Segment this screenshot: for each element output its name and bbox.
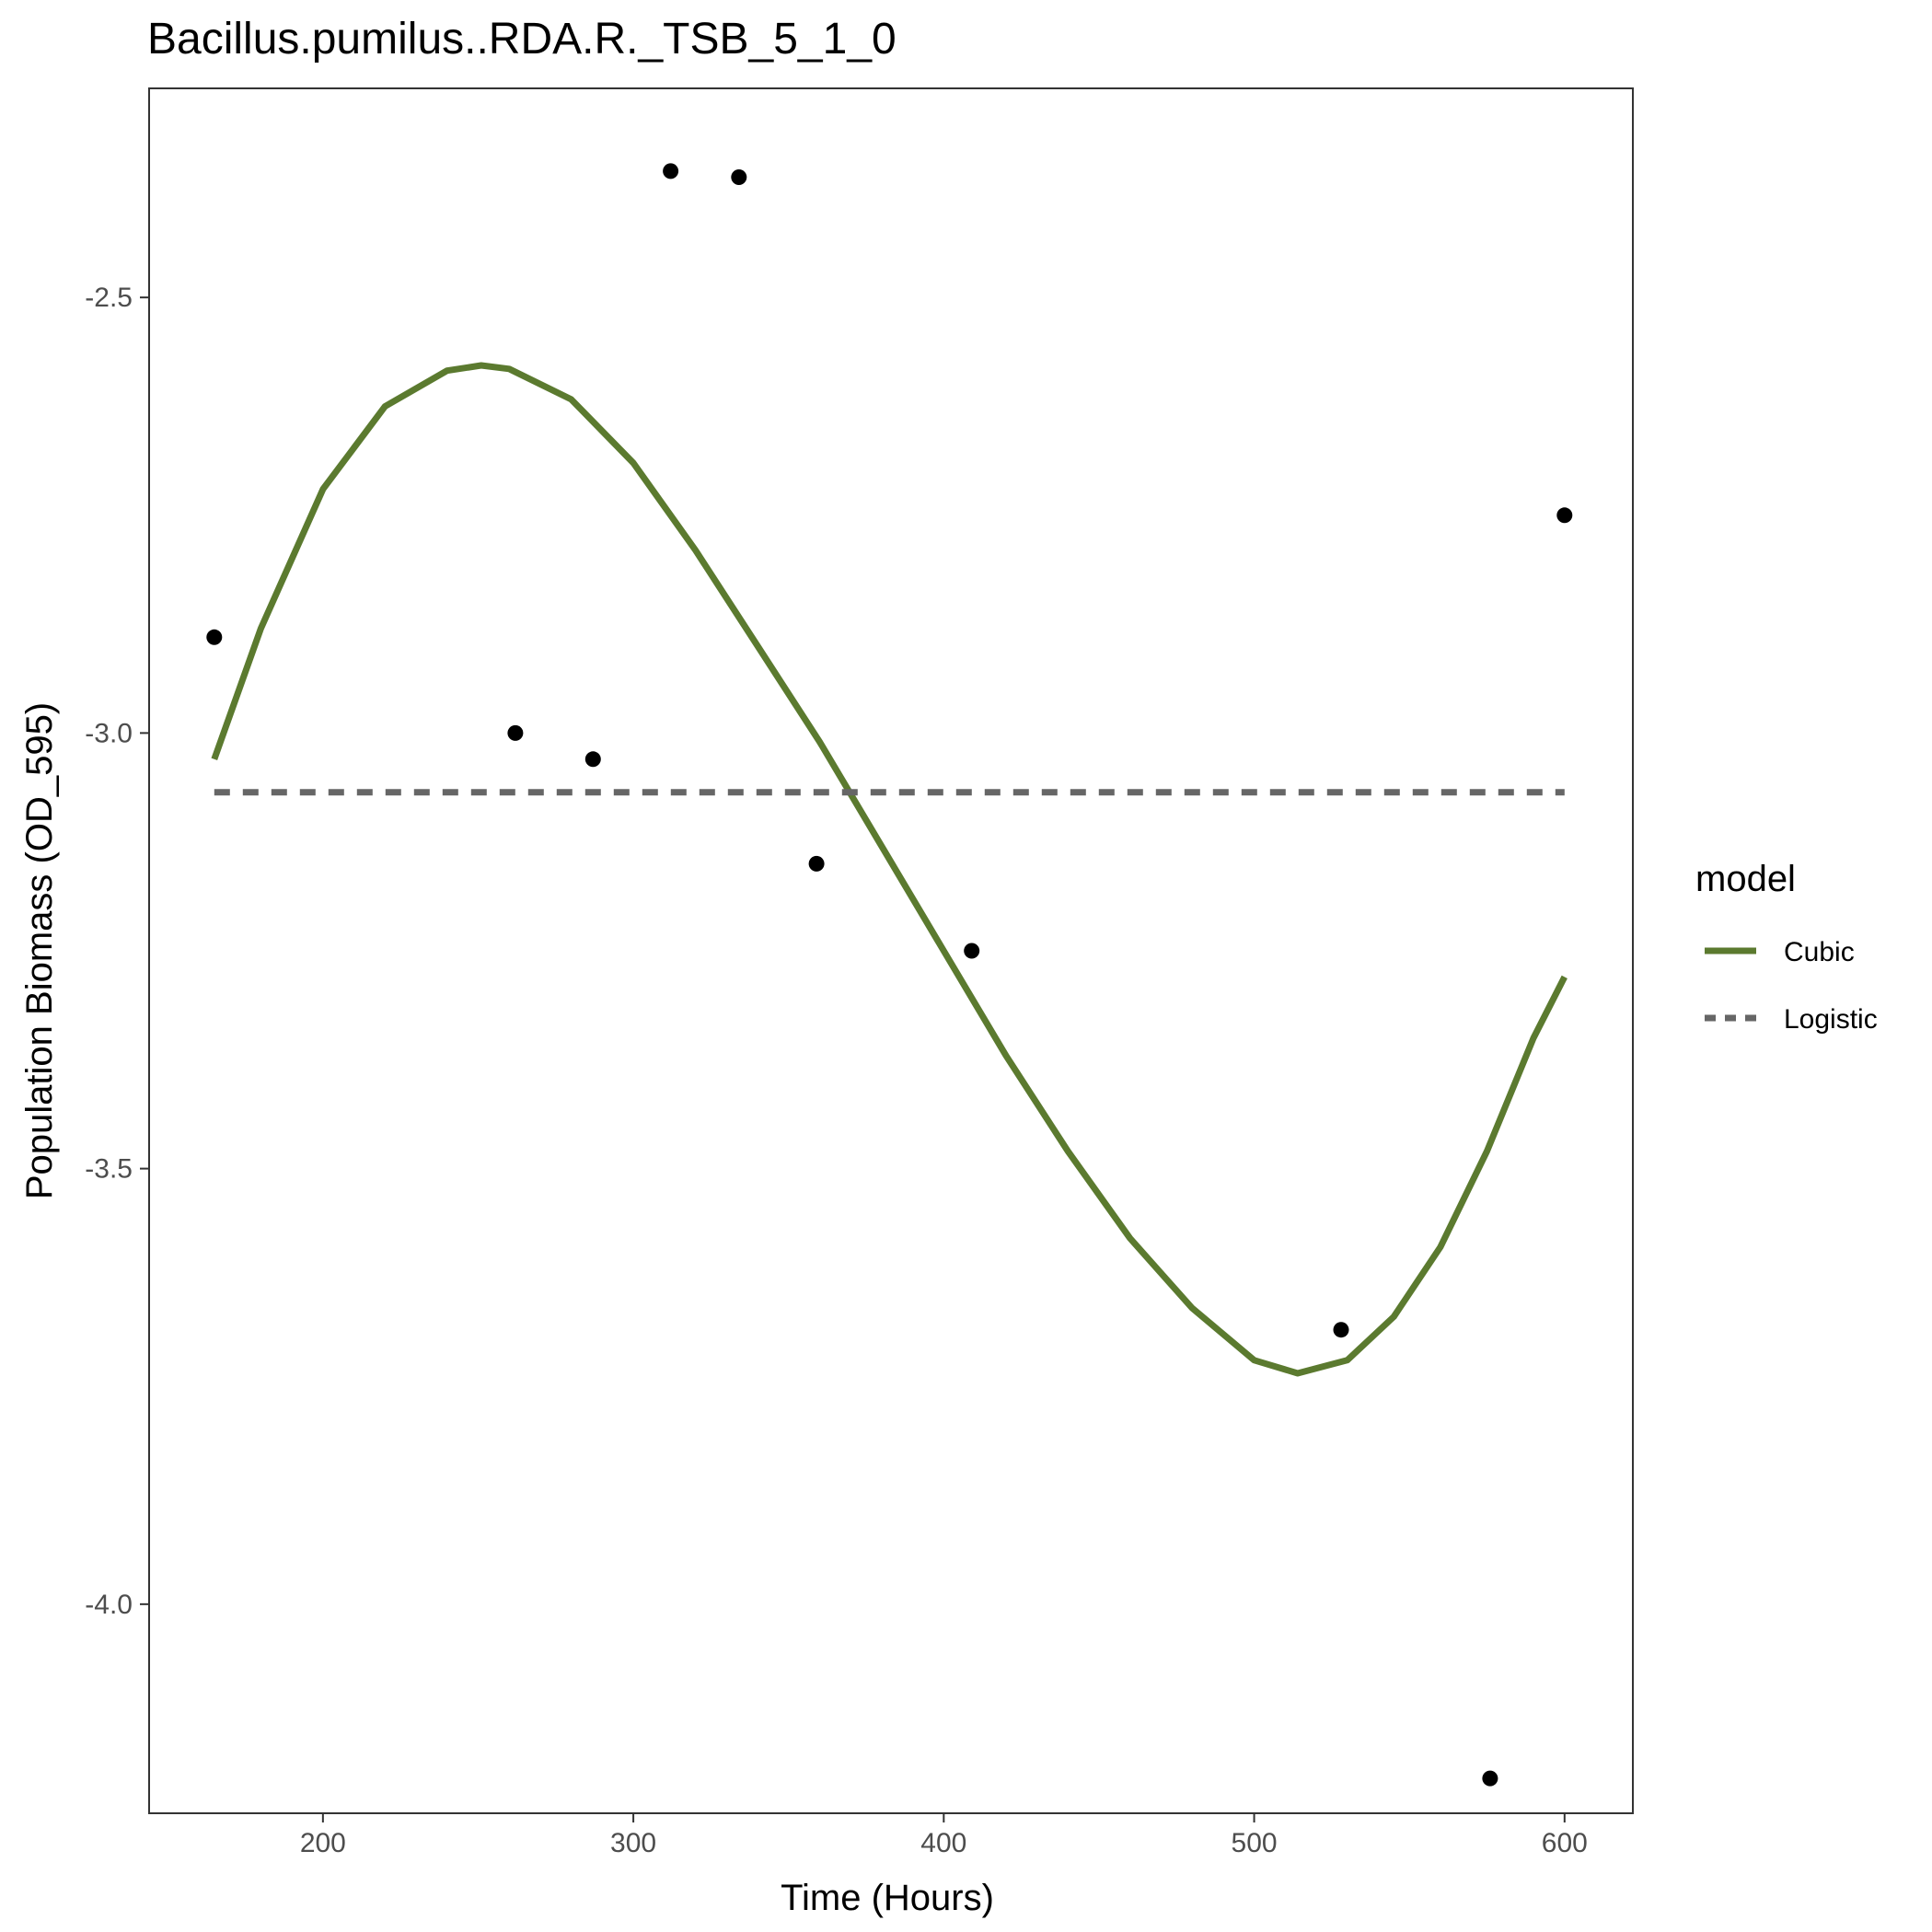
legend-title: model (1695, 859, 1796, 899)
series-line-cubic (211, 362, 1568, 1377)
y-tick-label: -3.5 (85, 1154, 133, 1185)
x-tick-label: 500 (1232, 1828, 1278, 1858)
data-point (663, 163, 679, 179)
legend-entries: Cubic Logistic (1705, 937, 1878, 1035)
legend: model Cubic Logistic (1695, 859, 1878, 1035)
data-point (731, 169, 747, 185)
x-tick-label: 300 (610, 1828, 656, 1858)
y-tick-label: -3.0 (85, 718, 133, 748)
x-tick-label: 200 (300, 1828, 346, 1858)
legend-label-cubic: Cubic (1784, 937, 1855, 967)
data-point (584, 751, 601, 768)
data-point (1482, 1770, 1498, 1787)
x-axis-title: Time (Hours) (781, 1878, 994, 1918)
data-point (507, 724, 524, 741)
data-point (1556, 507, 1573, 524)
data-point (206, 629, 223, 645)
legend-label-logistic: Logistic (1784, 1004, 1878, 1035)
x-axis: 200 300 400 500 600 (300, 1813, 1588, 1858)
data-point (808, 855, 825, 872)
x-tick-label: 600 (1542, 1828, 1588, 1858)
data-layer (206, 163, 1573, 1787)
x-tick-label: 400 (920, 1828, 966, 1858)
y-tick-label: -2.5 (85, 283, 133, 313)
y-axis: -4.0 -3.5 -3.0 -2.5 (85, 283, 149, 1620)
data-point (964, 943, 980, 959)
y-tick-label: -4.0 (85, 1590, 133, 1620)
y-axis-title: Population Biomass (OD_595) (19, 702, 60, 1199)
data-point (1333, 1322, 1349, 1338)
plot-panel-border (148, 87, 1634, 1814)
chart-title: Bacillus.pumilus..RDA.R._TSB_5_1_0 (147, 15, 897, 64)
